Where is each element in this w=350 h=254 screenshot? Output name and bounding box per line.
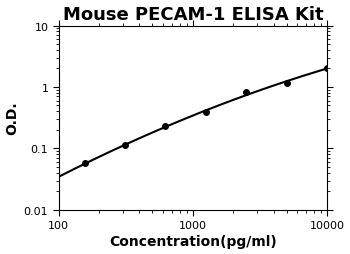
X-axis label: Concentration(pg/ml): Concentration(pg/ml) (109, 234, 277, 248)
Title: Mouse PECAM-1 ELISA Kit: Mouse PECAM-1 ELISA Kit (63, 6, 323, 23)
Y-axis label: O.D.: O.D. (6, 101, 20, 135)
